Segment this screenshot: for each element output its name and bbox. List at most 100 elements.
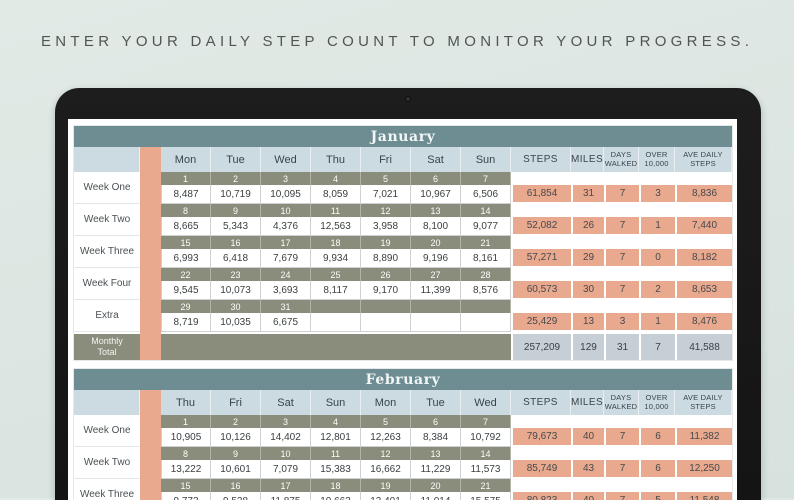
date-cell: 7 <box>461 415 511 428</box>
divider-column <box>140 172 161 204</box>
date-cell: 2 <box>211 172 261 185</box>
step-input-cell[interactable]: 8,719 <box>161 313 211 332</box>
date-cell: 14 <box>461 447 511 460</box>
date-cell: 5 <box>361 172 411 185</box>
step-input-cell[interactable]: 11,875 <box>261 492 311 500</box>
step-input-cell[interactable]: 12,563 <box>311 217 361 236</box>
step-input-cell[interactable]: 7,079 <box>261 460 311 479</box>
step-input-cell[interactable]: 12,263 <box>361 428 411 447</box>
step-input-cell[interactable]: 10,126 <box>211 428 261 447</box>
monthly-total-value: 41,588 <box>675 332 732 360</box>
step-input-cell[interactable]: 11,399 <box>411 281 461 300</box>
step-input-cell[interactable]: 6,675 <box>261 313 311 332</box>
step-input-cell[interactable]: 10,719 <box>211 185 261 204</box>
step-input-cell[interactable]: 5,343 <box>211 217 261 236</box>
summary-spacer <box>604 204 639 217</box>
step-input-cell[interactable]: 11,573 <box>461 460 511 479</box>
date-cell: 28 <box>461 268 511 281</box>
step-input-cell[interactable]: 10,905 <box>161 428 211 447</box>
date-cell: 12 <box>361 447 411 460</box>
step-input-cell[interactable]: 6,418 <box>211 249 261 268</box>
step-input-cell[interactable]: 10,601 <box>211 460 261 479</box>
summary-value: 25,429 <box>511 313 571 332</box>
week-label: Week Two <box>74 447 140 479</box>
step-input-cell[interactable]: 16,662 <box>361 460 411 479</box>
step-input-cell[interactable] <box>361 313 411 332</box>
spreadsheet-area: January Mon Tue Wed Thu Fri Sat Sun STEPS MILES DA… <box>74 126 737 500</box>
day-header-sat: Sat <box>411 147 461 172</box>
summary-value: 12,250 <box>675 460 732 479</box>
step-input-cell[interactable]: 8,059 <box>311 185 361 204</box>
date-cell: 27 <box>411 268 461 281</box>
monthly-total-value: 257,209 <box>511 332 571 360</box>
summary-spacer <box>639 447 675 460</box>
step-input-cell[interactable]: 8,487 <box>161 185 211 204</box>
step-input-cell[interactable]: 13,401 <box>361 492 411 500</box>
step-input-cell[interactable]: 8,117 <box>311 281 361 300</box>
summary-value: 79,673 <box>511 428 571 447</box>
step-input-cell[interactable]: 8,384 <box>411 428 461 447</box>
summary-value: 8,476 <box>675 313 732 332</box>
step-input-cell[interactable] <box>461 313 511 332</box>
step-input-cell[interactable]: 8,100 <box>411 217 461 236</box>
step-input-cell[interactable]: 12,801 <box>311 428 361 447</box>
date-cell: 22 <box>161 268 211 281</box>
summary-value: 61,854 <box>511 185 571 204</box>
step-input-cell[interactable]: 10,967 <box>411 185 461 204</box>
date-cell: 19 <box>361 236 411 249</box>
step-input-cell[interactable]: 14,402 <box>261 428 311 447</box>
summary-value: 8,653 <box>675 281 732 300</box>
summary-spacer <box>511 447 571 460</box>
step-input-cell[interactable]: 7,021 <box>361 185 411 204</box>
step-input-cell[interactable]: 4,376 <box>261 217 311 236</box>
summary-spacer <box>675 172 732 185</box>
summary-spacer <box>675 204 732 217</box>
summary-spacer <box>511 204 571 217</box>
step-input-cell[interactable]: 7,679 <box>261 249 311 268</box>
step-input-cell[interactable]: 9,545 <box>161 281 211 300</box>
summary-value: 57,271 <box>511 249 571 268</box>
step-input-cell[interactable] <box>411 313 461 332</box>
step-input-cell[interactable]: 8,890 <box>361 249 411 268</box>
month-title-february: February <box>74 369 732 390</box>
step-input-cell[interactable]: 10,792 <box>461 428 511 447</box>
step-input-cell[interactable]: 8,665 <box>161 217 211 236</box>
summary-value: 3 <box>639 185 675 204</box>
step-input-cell[interactable]: 13,222 <box>161 460 211 479</box>
step-input-cell[interactable] <box>311 313 361 332</box>
summary-header: AVE DAILY STEPS <box>675 147 732 172</box>
step-input-cell[interactable]: 10,095 <box>261 185 311 204</box>
date-cell: 25 <box>311 268 361 281</box>
step-input-cell[interactable]: 11,014 <box>411 492 461 500</box>
step-input-cell[interactable]: 6,506 <box>461 185 511 204</box>
step-input-cell[interactable]: 9,773 <box>161 492 211 500</box>
step-input-cell[interactable]: 3,958 <box>361 217 411 236</box>
step-input-cell[interactable]: 9,196 <box>411 249 461 268</box>
step-input-cell[interactable]: 10,035 <box>211 313 261 332</box>
step-input-cell[interactable]: 6,993 <box>161 249 211 268</box>
step-input-cell[interactable]: 9,934 <box>311 249 361 268</box>
date-cell: 20 <box>411 479 461 492</box>
step-input-cell[interactable]: 9,528 <box>211 492 261 500</box>
step-input-cell[interactable]: 10,663 <box>311 492 361 500</box>
summary-value: 8,836 <box>675 185 732 204</box>
step-input-cell[interactable]: 8,576 <box>461 281 511 300</box>
date-cell: 6 <box>411 415 461 428</box>
step-input-cell[interactable]: 15,575 <box>461 492 511 500</box>
date-cell: 14 <box>461 204 511 217</box>
step-input-cell[interactable]: 9,077 <box>461 217 511 236</box>
date-cell: 9 <box>211 447 261 460</box>
date-cell: 19 <box>361 479 411 492</box>
monthly-total-label: Monthly Total <box>74 332 140 360</box>
step-input-cell[interactable]: 9,170 <box>361 281 411 300</box>
day-header-tue: Tue <box>211 147 261 172</box>
monthly-total-value: 129 <box>571 332 604 360</box>
date-cell <box>461 300 511 313</box>
step-input-cell[interactable]: 15,383 <box>311 460 361 479</box>
step-input-cell[interactable]: 11,229 <box>411 460 461 479</box>
week-label: Extra <box>74 300 140 332</box>
summary-spacer <box>639 479 675 492</box>
step-input-cell[interactable]: 10,073 <box>211 281 261 300</box>
step-input-cell[interactable]: 8,161 <box>461 249 511 268</box>
step-input-cell[interactable]: 3,693 <box>261 281 311 300</box>
